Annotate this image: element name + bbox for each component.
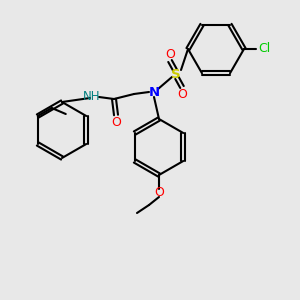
Text: N: N [148, 85, 160, 98]
Text: O: O [177, 88, 187, 100]
Text: Cl: Cl [258, 43, 270, 56]
Text: S: S [171, 68, 181, 80]
Text: O: O [165, 47, 175, 61]
Text: O: O [154, 187, 164, 200]
Text: NH: NH [83, 91, 101, 103]
Text: O: O [111, 116, 121, 128]
